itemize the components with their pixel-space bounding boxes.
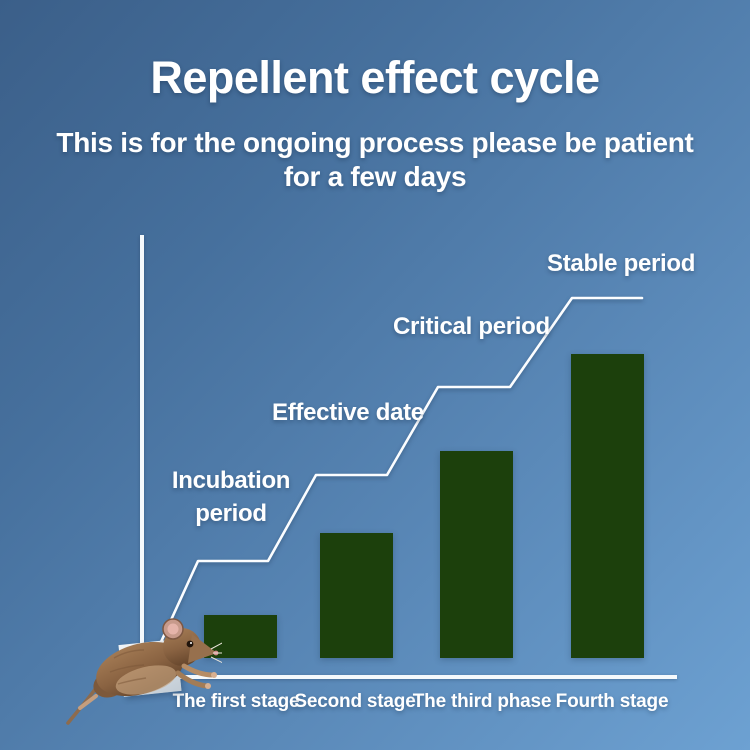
x-axis-line [140,675,677,679]
bar-stage-4 [571,354,644,658]
subtitle-line-1: This is for the ongoing process please b… [56,127,694,158]
x-label-second-stage: Second stage [294,691,416,712]
page-subtitle: This is for the ongoing process please b… [0,126,750,194]
y-axis-line [140,235,144,677]
x-label-third-phase: The third phase [412,691,552,712]
subtitle-line-2: for a few days [283,161,467,192]
x-label-fourth-stage: Fourth stage [555,691,669,712]
annotation-critical-period: Critical period [393,313,550,340]
annotation-incubation-line1: Incubation [171,467,291,494]
jumping-mouse-image [66,618,222,725]
annotation-incubation-period: Incubation period [171,464,291,530]
x-label-first-stage: The first stage [172,691,300,712]
bar-stage-3 [440,451,513,658]
annotation-stable-period: Stable period [547,250,696,277]
annotation-effective-date: Effective date [272,399,424,426]
annotation-incubation-line2: period [195,500,267,527]
bar-stage-2 [320,533,393,658]
page-title: Repellent effect cycle [150,52,600,103]
